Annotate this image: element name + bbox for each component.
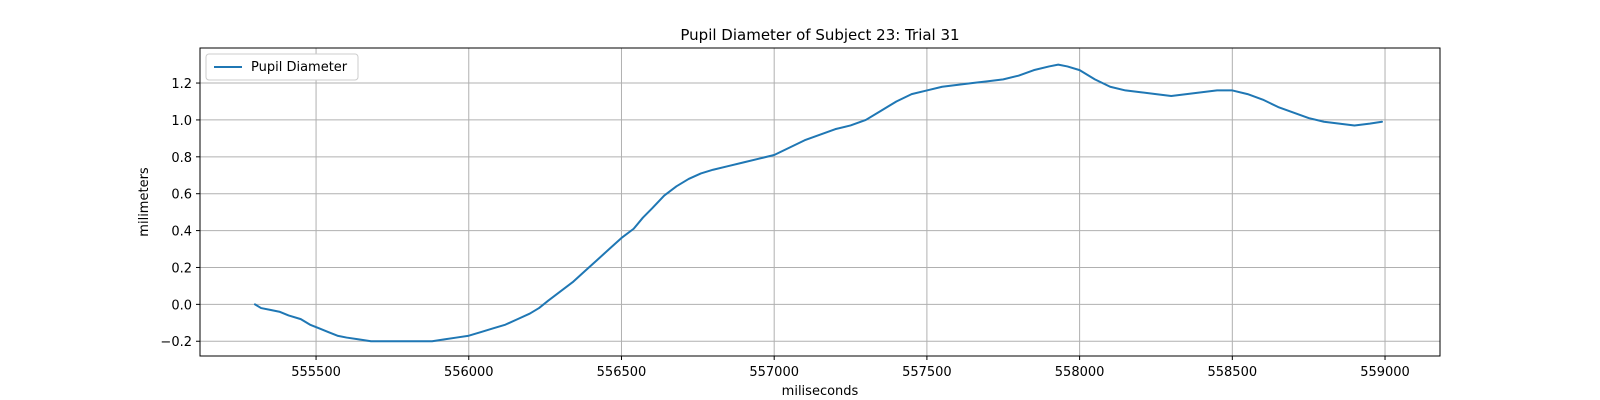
legend-box [205,53,359,81]
x-tick-label: 558000 [1055,365,1105,380]
series-layer [253,63,1383,343]
y-tick-label: 1.0 [171,114,192,129]
x-tick-label: 556500 [597,365,647,380]
y-tick-label: −0.2 [160,335,192,350]
x-tick-label: 555500 [291,365,341,380]
x-tick-label: 557500 [902,365,952,380]
x-tick-label: 558500 [1207,365,1257,380]
y-axis-label: milimeters [137,167,152,237]
x-tick-label: 557000 [749,365,799,380]
y-tick-label: 0.8 [171,151,192,166]
x-axis: 555500 556000 556500 557000 557500 558000 5585… [291,356,1410,380]
y-tick-label: 0.2 [171,261,192,276]
legend: Pupil Diameter [205,53,359,81]
y-tick-label: 1.2 [171,77,192,92]
x-tick-label: 559000 [1360,365,1410,380]
legend-label-pupil-diameter: Pupil Diameter [251,60,348,75]
y-tick-label: 0.6 [171,188,192,203]
y-tick-label: 0.4 [171,225,192,240]
y-tick-label: 0.0 [171,298,192,313]
plot-frame [199,47,1441,357]
x-tick-label: 556000 [444,365,494,380]
series-line-pupil-diameter [253,63,1383,343]
x-axis-label: miliseconds [782,384,859,399]
chart-title: Pupil Diameter of Subject 23: Trial 31 [680,26,959,44]
y-axis: −0.2 0.0 0.2 0.4 0.6 0.8 1.0 1.2 [160,77,200,350]
